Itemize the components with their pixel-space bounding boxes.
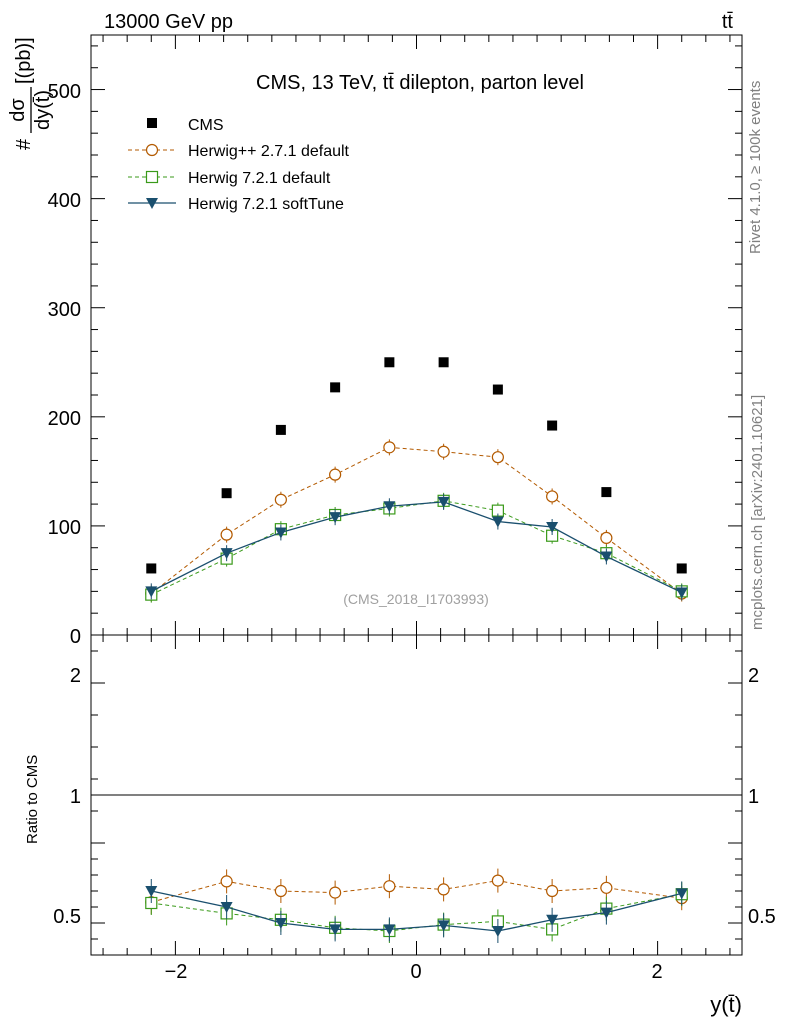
y-tick-label-0: 0 (70, 626, 81, 648)
ratio-herwig-7-2-1-softtune-point-2 (274, 918, 287, 929)
ratio-tick-label-0.5-left: 0.5 (53, 906, 81, 928)
analysis-id: (CMS_2018_I1703993) (343, 591, 489, 607)
ratio-herwig-7-2-1-softtune-point-0 (145, 886, 158, 897)
main-cms-point-6 (492, 384, 503, 395)
ratio-tick-label-0.5-right: 0.5 (748, 906, 776, 928)
main-cms-point-9 (676, 563, 687, 574)
legend: CMS Herwig++ 2.7.1 default Herwig 7.2.1 … (128, 117, 350, 213)
legend-label-herwig7-default: Herwig 7.2.1 default (188, 170, 331, 187)
ticks (91, 35, 742, 955)
ratio-herwig-2-7-1-default-point-7 (546, 884, 559, 898)
ratio-herwig-2-7-1-default-point-5 (437, 883, 450, 896)
ratio-herwig-7-2-1-softtune-point-7 (546, 914, 559, 926)
process-label: tt̄ (722, 11, 734, 33)
ratio-herwig-2-7-1-default-point-1 (220, 875, 233, 888)
ratio-herwig-7-2-1-softtune-point-4 (383, 924, 396, 936)
ratio-herwig-7-2-1-softtune-point-5 (437, 920, 450, 932)
ratio-herwig-2-7-1-default-point-2 (274, 884, 287, 898)
energy-label: 13000 GeV pp (104, 11, 233, 33)
plot-title: CMS, 13 TeV, tt̄ dilepton, parton level (256, 72, 584, 94)
y-tick-label-200: 200 (48, 408, 81, 430)
main-cms-point-8 (601, 487, 612, 498)
main-herwig-7-2-1-softtune-point-9 (675, 587, 688, 599)
ratio-herwig-7-2-1-softtune-point-3 (329, 924, 342, 936)
main-cms-point-3 (330, 382, 341, 393)
main-herwig-7-2-1-softtune-point-2 (274, 527, 287, 539)
ratio-herwig-2-7-1-default-point-4 (383, 880, 396, 893)
series-line-herwig-7-2-1-softtune (150, 501, 683, 594)
ratio-line-herwig-2-7-1-default (151, 880, 682, 903)
main-herwig-7-2-1-softtune-point-7 (546, 522, 559, 533)
main-herwig-7-2-1-softtune-point-0 (145, 586, 158, 598)
legend-marker-cms (147, 118, 157, 128)
ratio-tick-label-1-right: 1 (748, 786, 759, 808)
main-cms-point-7 (547, 420, 558, 431)
main-cms-point-5 (438, 357, 449, 368)
mcplots-label: mcplots.cern.ch [arXiv:2401.10621] (749, 395, 766, 630)
ratio-herwig-7-2-1-softtune-point-6 (491, 926, 504, 937)
main-herwig-2-7-1-default-point-8 (600, 531, 613, 545)
main-cms-point-0 (146, 563, 157, 574)
x-tick-label-neg2: −2 (165, 961, 188, 983)
y-axis-label: # dσ dy(t̄) [(pb)] (7, 37, 54, 150)
legend-label-herwig7-softtune: Herwig 7.2.1 softTune (188, 196, 344, 213)
main-herwig-2-7-1-default-point-4 (383, 441, 396, 454)
ratio-tick-label-2-right: 2 (748, 665, 759, 687)
ratio-herwig-2-7-1-default-point-8 (600, 881, 613, 894)
legend-marker-herwig7-default (145, 170, 159, 184)
main-herwig-7-2-1-softtune-point-1 (220, 548, 233, 560)
main-herwig-2-7-1-default-point-7 (546, 490, 559, 503)
tick-labels: 0 100 200 300 400 500 0.5 1 2 0.5 1 2 −2… (48, 81, 776, 983)
ratio-herwig-2-7-1-default-point-3 (329, 886, 342, 899)
ratio-herwig-7-2-1-softtune-point-9 (675, 888, 688, 900)
legend-marker-herwig7-softtune (146, 198, 158, 209)
legend-label-cms: CMS (188, 117, 224, 134)
y-axis-label-units: [(pb)] (13, 37, 35, 84)
legend-label-herwigpp: Herwig++ 2.7.1 default (188, 143, 350, 160)
ratio-y-label: Ratio to CMS (24, 755, 41, 844)
legend-marker-herwigpp (145, 143, 159, 157)
y-axis-label-prefix: # (13, 138, 35, 150)
y-tick-label-100: 100 (48, 517, 81, 539)
series-layer (145, 357, 688, 603)
rivet-label: Rivet 4.1.0, ≥ 100k events (747, 81, 764, 254)
x-tick-label-0: 0 (410, 961, 421, 983)
main-herwig-7-2-1-softtune-point-6 (491, 516, 504, 528)
main-herwig-7-2-1-softtune-point-3 (329, 512, 342, 524)
main-cms-point-2 (275, 424, 286, 435)
main-herwig-7-2-1-softtune-point-4 (383, 501, 396, 513)
ratio-line-herwig-7-2-1-softtune (151, 890, 682, 932)
ratio-tick-label-1-left: 1 (70, 786, 81, 808)
main-herwig-2-7-1-default-point-1 (220, 528, 233, 541)
main-herwig-7-2-1-softtune-point-5 (437, 496, 450, 508)
main-herwig-2-7-1-default-point-5 (437, 445, 450, 458)
ratio-herwig-7-2-1-softtune-point-1 (220, 902, 233, 913)
y-tick-label-300: 300 (48, 299, 81, 321)
y-tick-label-400: 400 (48, 190, 81, 212)
main-herwig-7-2-1-softtune-point-8 (600, 551, 613, 563)
main-herwig-2-7-1-default-point-6 (491, 451, 504, 464)
x-axis-label: y(t̄) (710, 992, 742, 1017)
ratio-herwig-2-7-1-default-point-6 (491, 874, 504, 887)
ratio-herwig-7-2-1-softtune-point-8 (600, 907, 613, 919)
ratio-tick-label-2-left: 2 (70, 665, 81, 687)
y-axis-label-den: dy(t̄) (32, 90, 54, 130)
main-cms-point-4 (384, 357, 395, 368)
main-herwig-2-7-1-default-point-3 (329, 468, 342, 481)
x-tick-label-2: 2 (651, 961, 662, 983)
y-tick-label-500: 500 (48, 81, 81, 103)
ratio-layer (145, 868, 688, 943)
y-axis-label-num: dσ (7, 98, 29, 122)
main-cms-point-1 (221, 488, 232, 499)
series-line-herwig-2-7-1-default (150, 446, 683, 594)
main-herwig-2-7-1-default-point-2 (274, 493, 287, 506)
